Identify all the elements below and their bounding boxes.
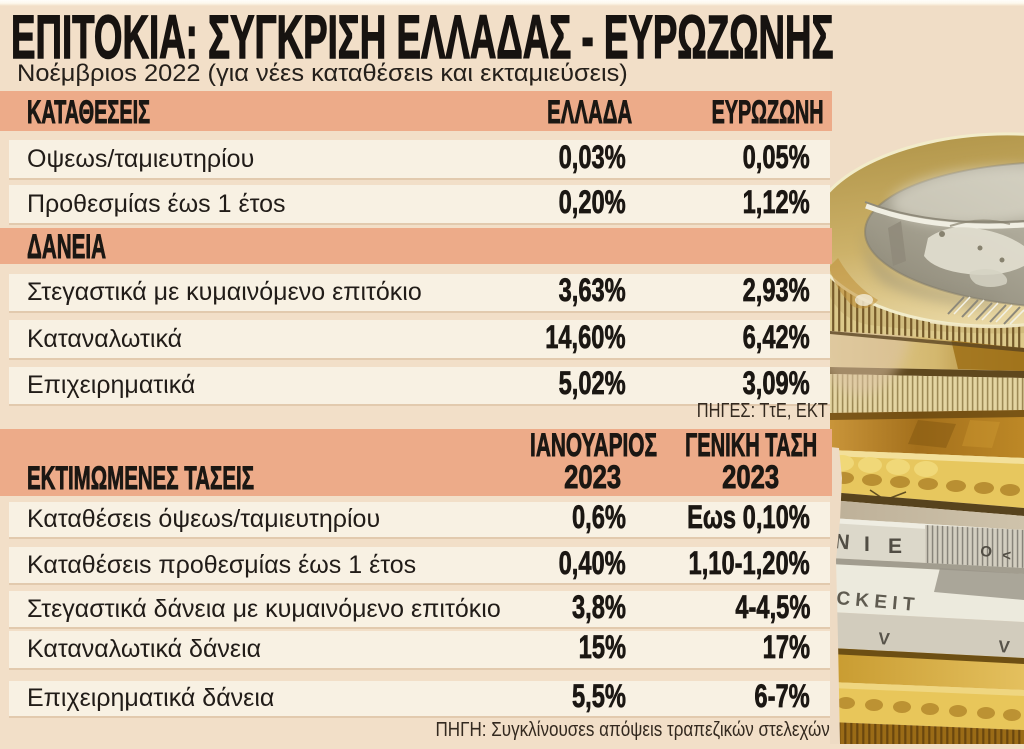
svg-text:V: V bbox=[878, 629, 891, 649]
svg-text:V: V bbox=[998, 637, 1011, 657]
svg-text:<: < bbox=[1002, 547, 1012, 565]
svg-text:O: O bbox=[980, 543, 993, 561]
svg-text:I: I bbox=[864, 533, 870, 556]
svg-text:E: E bbox=[888, 535, 902, 558]
